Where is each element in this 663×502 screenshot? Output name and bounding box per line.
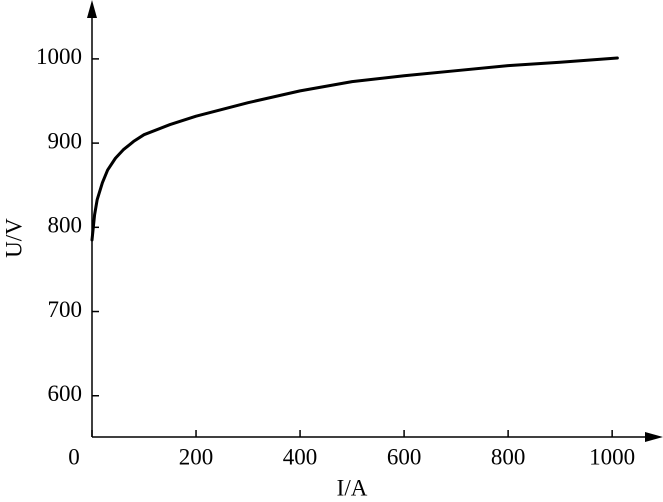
x-tick-label: 1000 [589, 444, 635, 469]
x-tick-label: 400 [283, 444, 318, 469]
x-tick-label: 600 [387, 444, 422, 469]
curve [90, 56, 619, 242]
y-tick-label: 800 [48, 213, 83, 238]
y-tick-label: 700 [48, 297, 83, 322]
y-axis-arrow [87, 0, 97, 18]
y-tick-label: 600 [48, 381, 83, 406]
x-axis-label: I/A [337, 475, 368, 500]
x-tick-label: 0 [68, 444, 80, 469]
x-tick-label: 200 [179, 444, 214, 469]
x-tick-label: 800 [491, 444, 526, 469]
y-tick-label: 1000 [36, 44, 82, 69]
x-axis-arrow [645, 432, 663, 442]
y-tick-label: 900 [48, 128, 83, 153]
y-axis-label: U/V [1, 218, 26, 258]
